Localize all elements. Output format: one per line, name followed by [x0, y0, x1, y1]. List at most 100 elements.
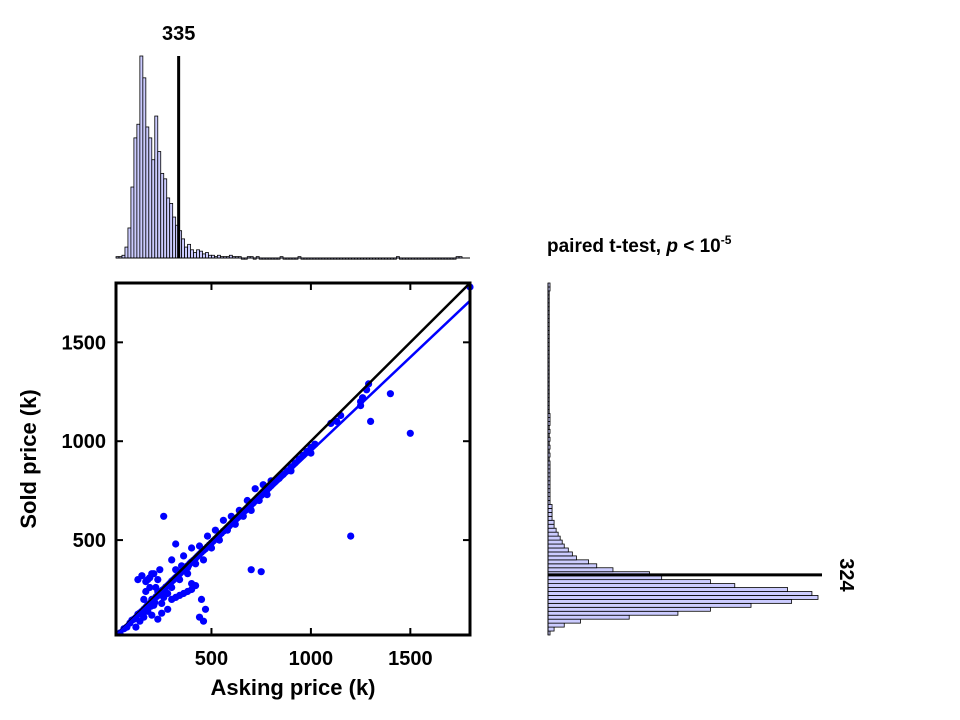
top-histogram-bar: [133, 137, 138, 259]
right-histogram-bar: [547, 547, 569, 553]
scatter-point: [154, 576, 162, 584]
title-exponent: -5: [721, 233, 732, 247]
scatter-point: [180, 552, 188, 560]
x-axis-ticks: 500 1000 1500: [195, 283, 433, 670]
right-histogram-bar: [547, 622, 565, 628]
top-histogram-bar: [190, 249, 194, 259]
scatter-point: [150, 601, 158, 609]
y-tick-label: 1500: [62, 332, 107, 354]
right-histogram-bar: [547, 539, 563, 545]
top-histogram-bar: [136, 123, 141, 259]
right-histogram-bar: [547, 508, 553, 513]
top-histogram-bar: [193, 252, 197, 259]
right-histogram-bar: [547, 618, 581, 624]
title-middle: < 10: [678, 236, 721, 257]
right-histogram-bar: [547, 551, 573, 557]
right-histogram-bar: [547, 535, 561, 541]
scatter-point: [164, 589, 172, 598]
right-histogram-bar: [547, 543, 565, 549]
x-tick-label: 1000: [289, 648, 334, 670]
right-histogram-bar: [547, 504, 553, 509]
y-tick-label: 500: [73, 530, 106, 552]
right-histogram-bar: [547, 559, 589, 565]
top-histogram-bar: [124, 246, 129, 259]
right-histogram-bar: [547, 563, 598, 569]
right-histogram-bar: [547, 606, 711, 612]
top-histogram-bar: [142, 77, 147, 259]
right-histogram-bar: [547, 527, 557, 533]
title-prefix: paired t-test,: [547, 236, 666, 257]
scatter-point: [154, 615, 162, 623]
right-histogram-median-label: 324: [835, 558, 857, 592]
x-axis-label: Asking price (k): [210, 675, 375, 700]
scatter-point: [197, 595, 206, 604]
y-axis-label: Sold price (k): [16, 389, 41, 528]
scatter-point: [247, 566, 255, 574]
scatter-point: [138, 572, 146, 580]
top-histogram-bar: [127, 227, 132, 259]
top-histogram-bar: [187, 243, 191, 259]
scatter-point: [132, 623, 140, 631]
right-histogram-bar: [547, 531, 559, 537]
scatter-plot: 500 1000 1500 500 1000 1500 Asking price (k)…: [16, 281, 474, 700]
top-histogram-bar: [184, 246, 188, 259]
y-axis-ticks: 500 1000 1500: [62, 332, 470, 552]
top-histogram-bar: [157, 151, 162, 259]
identity-line: [115, 282, 471, 636]
top-histogram: 335: [115, 23, 470, 260]
scatter-point: [168, 556, 176, 564]
chart-title: paired t-test, p < 10-5: [547, 233, 732, 257]
top-histogram-bar: [205, 252, 209, 259]
scatter-point: [195, 542, 204, 550]
scatter-point: [164, 605, 172, 613]
right-histogram-bar: [547, 519, 555, 525]
top-histogram-bar: [163, 178, 168, 259]
top-histogram-bar: [202, 253, 206, 259]
top-histogram-bar: [160, 172, 165, 259]
right-histogram-bar: [547, 626, 555, 632]
scatter-axes-frame: [114, 281, 472, 637]
top-histogram-bar: [181, 238, 186, 259]
scatter-point: [188, 544, 196, 552]
right-histogram-bar: [547, 587, 788, 592]
scatter-point: [150, 570, 158, 578]
title-p: p: [665, 236, 678, 257]
scatter-point: [172, 566, 180, 574]
right-histogram-bar: [547, 511, 553, 517]
top-histogram-bar: [139, 55, 144, 259]
scatter-point: [172, 540, 180, 548]
right-histogram-bar: [547, 614, 630, 620]
scatter-point: [251, 485, 259, 493]
top-histogram-bar: [148, 137, 153, 259]
right-histogram-bar: [547, 610, 679, 616]
scatter-point: [184, 570, 192, 578]
scatter-point: [168, 595, 176, 604]
scatter-point: [146, 583, 154, 592]
scatter-point: [367, 417, 375, 425]
right-histogram-bar: [547, 591, 813, 596]
top-histogram-bar: [154, 115, 159, 259]
x-tick-label: 500: [195, 648, 228, 670]
right-histogram: 324: [547, 282, 857, 636]
right-histogram-bar: [547, 515, 553, 521]
scatter-point: [219, 516, 227, 524]
scatter-point: [136, 617, 144, 625]
y-tick-label: 1000: [62, 431, 107, 453]
scatter-point: [201, 605, 210, 613]
right-histogram-bars: [547, 282, 819, 636]
scatter-point: [211, 526, 219, 534]
top-histogram-bar: [169, 203, 174, 259]
scatter-point: [156, 566, 164, 574]
right-histogram-bar: [547, 523, 555, 529]
right-histogram-bar: [547, 602, 752, 608]
right-histogram-bar: [547, 567, 614, 573]
right-histogram-bar: [547, 599, 793, 604]
scatter-point: [347, 532, 355, 540]
scatter-point: [406, 429, 414, 437]
top-histogram-bar: [130, 186, 135, 259]
scatter-point: [203, 532, 212, 540]
top-histogram-median-label: 335: [162, 23, 195, 45]
right-histogram-bar: [547, 579, 711, 584]
scatter-point: [160, 512, 168, 520]
